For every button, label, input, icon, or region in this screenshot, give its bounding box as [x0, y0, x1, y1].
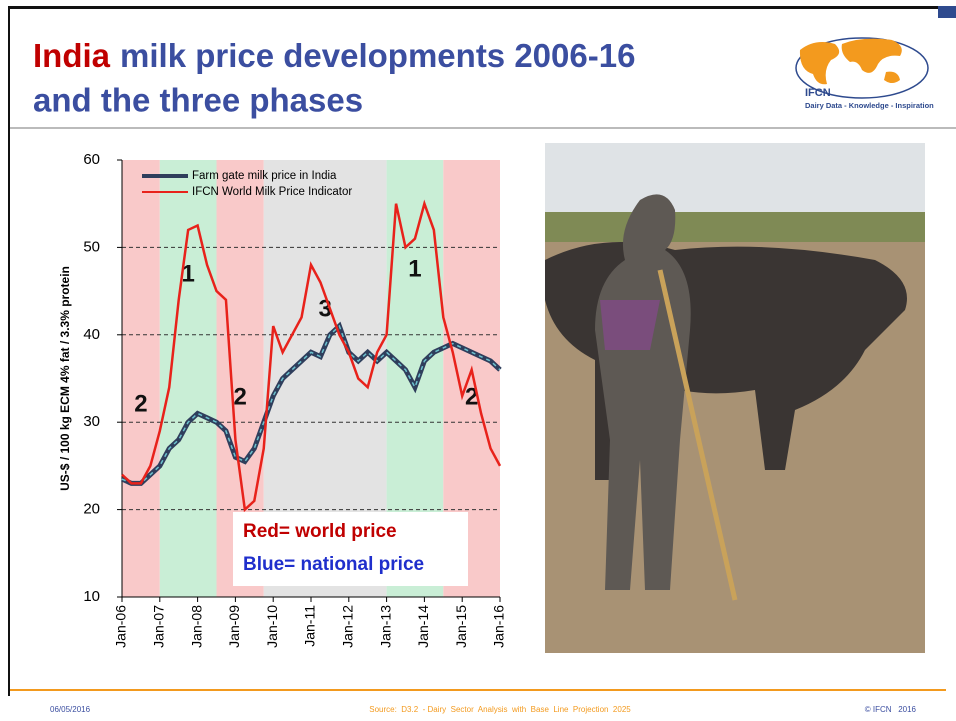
x-tick-label: Jan-08: [188, 605, 204, 648]
title-highlight: India: [33, 37, 111, 74]
y-tick-label: 50: [83, 238, 100, 255]
photo-shirt: [600, 300, 660, 350]
x-tick-label: Jan-14: [415, 605, 431, 648]
photo: [545, 143, 925, 653]
x-tick-label: Jan-09: [226, 605, 242, 648]
header-rule: [10, 127, 956, 129]
title-line1: milk price developments 2006-16: [120, 37, 635, 74]
logo-name: IFCN: [805, 87, 831, 99]
legend-label: Farm gate milk price in India: [192, 170, 337, 182]
footer-copyright: © IFCN 2016: [865, 705, 917, 714]
logo: IFCN Dairy Data - Knowledge - Inspiratio…: [795, 37, 934, 110]
x-tick-label: Jan-12: [340, 605, 356, 648]
note-box: [233, 512, 468, 586]
x-tick-label: Jan-10: [264, 605, 280, 648]
phase-band: [159, 160, 217, 597]
phase-label: 1: [408, 255, 421, 282]
photo-stick: [657, 269, 738, 601]
y-tick-label: 20: [83, 501, 100, 518]
photo-sky: [545, 143, 925, 218]
x-tick-label: Jan-16: [491, 605, 507, 648]
phase-label: 2: [134, 390, 147, 417]
x-tick-label: Jan-11: [302, 605, 318, 647]
corner: [938, 6, 956, 18]
logo-ring: [795, 37, 929, 99]
phase-band: [122, 160, 160, 597]
legend-label: IFCN World Milk Price Indicator: [192, 186, 352, 198]
left-rule: [8, 6, 10, 696]
title-line2: and the three phases: [33, 82, 363, 119]
photo-trees: [545, 212, 925, 242]
footer-source: Source: D3.2 - Dairy Sector Analysis wit…: [369, 705, 631, 714]
y-tick-label: 30: [83, 413, 100, 430]
series-line-highlight: [121, 324, 501, 485]
chart: 10 20 30 40 50 60 US-$ / 100 kg ECM 4% fat / 3…: [58, 151, 507, 648]
note-blue: Blue= national price: [243, 554, 424, 575]
footer-date: 06/05/2016: [50, 705, 91, 714]
note-red: Red= world price: [243, 521, 397, 542]
logo-tagline: Dairy Data - Knowledge - Inspiration: [805, 101, 934, 110]
phase-label: 2: [233, 383, 246, 410]
series-line: [121, 199, 502, 513]
y-axis-label: US-$ / 100 kg ECM 4% fat / 3.3% protein: [58, 266, 72, 491]
y-tick-label: 40: [83, 326, 100, 343]
x-tick-label: Jan-06: [113, 605, 129, 648]
phase-label: 1: [181, 260, 194, 287]
x-tick-label: Jan-07: [151, 605, 167, 648]
title: India milk price developments 2006-16: [33, 37, 635, 74]
x-tick-label: Jan-15: [453, 605, 469, 648]
y-tick-label: 60: [83, 151, 100, 168]
top-rule: [8, 6, 938, 9]
logo-map: [799, 38, 902, 85]
x-tick-label: Jan-13: [377, 605, 393, 648]
y-tick-label: 10: [83, 588, 100, 605]
